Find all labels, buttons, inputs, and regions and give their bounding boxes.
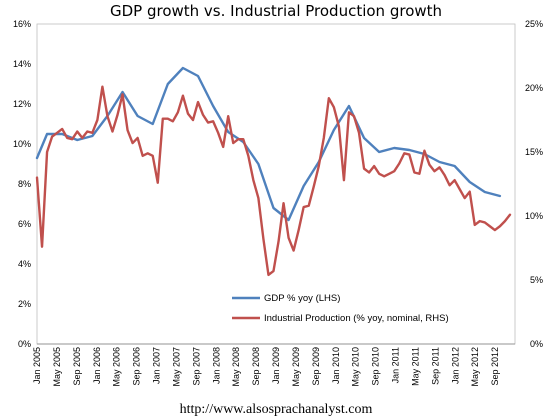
- right-axis: 0% 5% 10% 15% 20% 25%: [525, 19, 543, 349]
- x-axis-tick-label: May 2012: [470, 347, 480, 387]
- x-axis-tick-label: May 2005: [52, 347, 62, 387]
- gdp-series-line: [35, 66, 502, 222]
- right-axis-tick-label: 25%: [525, 19, 543, 29]
- x-axis-tick-label: Jan 2010: [331, 347, 341, 384]
- chart-title: GDP growth vs. Industrial Production gro…: [110, 2, 442, 20]
- left-axis-tick-label: 16%: [13, 19, 31, 29]
- x-axis-tick-label: Sep 2009: [311, 347, 321, 386]
- x-axis-tick-label: Jan 2011: [391, 347, 401, 383]
- right-axis-tick-label: 15%: [525, 147, 543, 157]
- left-axis-tick-label: 8%: [18, 179, 31, 189]
- x-axis-tick-label: May 2006: [112, 347, 122, 387]
- x-axis-tick-label: May 2007: [171, 347, 181, 387]
- x-axis-tick-label: Sep 2012: [490, 347, 500, 386]
- x-axis-tick-label: Jan 2005: [32, 347, 42, 384]
- x-axis-tick-label: Sep 2006: [132, 347, 142, 386]
- left-axis-tick-label: 0%: [18, 339, 31, 349]
- x-axis-tick-label: Sep 2011: [430, 347, 440, 385]
- x-axis: Jan 2005 May 2005 Sep 2005 Jan 2006 May 2006…: [32, 347, 500, 387]
- x-axis-tick-label: Sep 2010: [371, 347, 381, 386]
- left-axis-tick-label: 12%: [13, 99, 31, 109]
- left-axis-tick-label: 2%: [18, 299, 31, 309]
- x-axis-tick-label: May 2010: [351, 347, 361, 387]
- right-axis-tick-label: 10%: [525, 211, 543, 221]
- left-axis: 0% 2% 4% 6% 8% 10% 12% 14% 16%: [13, 19, 31, 349]
- left-axis-tick-label: 4%: [18, 259, 31, 269]
- x-axis-tick-label: Jan 2012: [450, 347, 460, 384]
- legend-label-ip: Industrial Production (% yoy, nominal, R…: [264, 313, 449, 324]
- left-axis-tick-label: 14%: [13, 59, 31, 69]
- footer-url: http://www.alsosprachanalyst.com: [180, 402, 373, 417]
- legend-label-gdp: GDP % yoy (LHS): [264, 293, 340, 304]
- series-layer: [35, 66, 512, 277]
- x-axis-tick-label: May 2009: [291, 347, 301, 387]
- industrial-production-series-line: [35, 85, 512, 277]
- left-axis-tick-label: 10%: [13, 139, 31, 149]
- x-axis-tick-label: Jan 2008: [211, 347, 221, 384]
- x-axis-tick-label: Jan 2009: [271, 347, 281, 384]
- right-axis-tick-label: 5%: [530, 275, 543, 285]
- right-axis-tick-label: 20%: [525, 83, 543, 93]
- x-axis-tick-label: Jan 2006: [92, 347, 102, 384]
- right-axis-tick-label: 0%: [530, 339, 543, 349]
- left-axis-tick-label: 6%: [18, 219, 31, 229]
- x-axis-tick-label: May 2011: [410, 347, 420, 386]
- x-axis-tick-label: Sep 2005: [72, 347, 82, 386]
- x-axis-tick-label: May 2008: [231, 347, 241, 387]
- x-axis-tick-label: Sep 2008: [251, 347, 261, 386]
- x-axis-tick-label: Sep 2007: [191, 347, 201, 386]
- x-axis-tick-label: Jan 2007: [152, 347, 162, 384]
- legend: GDP % yoy (LHS) Industrial Production (%…: [232, 293, 449, 324]
